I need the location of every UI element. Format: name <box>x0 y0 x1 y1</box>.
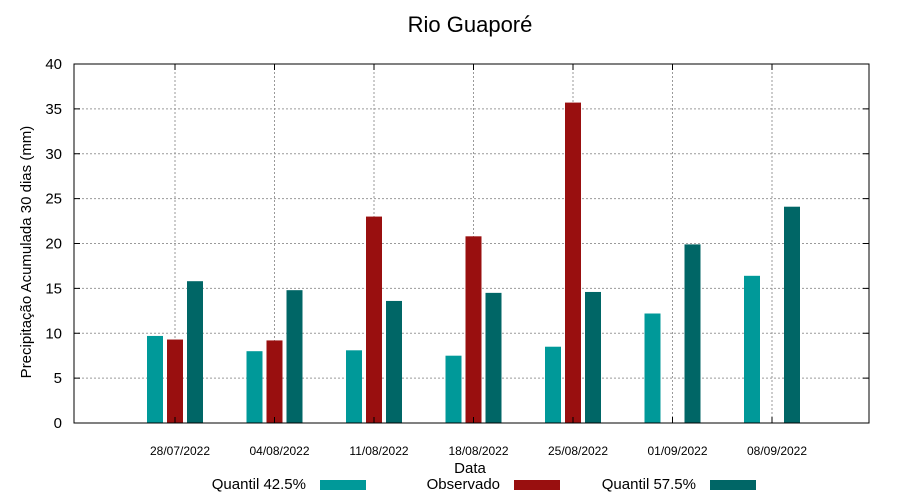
y-tick-label: 35 <box>45 101 62 118</box>
legend: Quantil 42.5% Observado Quantil 57.5% <box>212 476 756 493</box>
legend-label: Quantil 42.5% <box>212 476 306 493</box>
legend-item-3: Quantil 57.5% <box>602 476 756 493</box>
x-tick-label: 04/08/2022 <box>249 444 309 458</box>
x-tick-label: 08/09/2022 <box>747 444 807 458</box>
bar-1-4 <box>445 355 462 423</box>
y-tick-label: 15 <box>45 280 62 297</box>
bar-1-5 <box>545 346 561 423</box>
bar-1-2 <box>246 351 263 423</box>
bar-1-6 <box>644 313 661 423</box>
bar-3-5 <box>585 291 601 423</box>
x-axis-label: Data <box>454 460 486 477</box>
y-tick-label: 25 <box>45 191 62 208</box>
y-axis-ticks: 0 5 10 15 20 25 30 35 40 <box>45 56 869 432</box>
legend-swatch <box>710 480 756 490</box>
bar-1-7 <box>744 275 760 423</box>
legend-item-2: Observado <box>427 476 560 493</box>
bar-2-3 <box>366 216 382 423</box>
bar-1-3 <box>346 350 362 423</box>
y-tick-label: 20 <box>45 236 62 253</box>
bar-1-1 <box>147 335 163 423</box>
legend-label: Observado <box>427 476 500 493</box>
x-tick-label: 28/07/2022 <box>150 444 210 458</box>
bar-2-2 <box>266 340 283 423</box>
bar-3-1 <box>187 281 203 423</box>
x-axis-ticks: 28/07/2022 04/08/2022 11/08/2022 18/08/2022… <box>150 64 807 458</box>
bar-2-1 <box>167 339 183 423</box>
legend-swatch <box>320 480 366 490</box>
x-tick-label: 18/08/2022 <box>448 444 508 458</box>
legend-swatch <box>514 480 560 490</box>
x-tick-label: 11/08/2022 <box>349 444 408 458</box>
x-tick-label: 25/08/2022 <box>548 444 608 458</box>
bar-3-6 <box>684 244 701 423</box>
bar-3-7 <box>784 206 800 423</box>
y-tick-label: 10 <box>45 325 62 342</box>
y-tick-label: 40 <box>45 56 62 73</box>
legend-item-1: Quantil 42.5% <box>212 476 366 493</box>
chart-title: Rio Guaporé <box>408 12 533 37</box>
bars <box>147 102 800 423</box>
y-tick-label: 0 <box>54 415 62 432</box>
y-tick-label: 5 <box>54 370 62 387</box>
legend-label: Quantil 57.5% <box>602 476 696 493</box>
y-tick-label: 30 <box>45 146 62 163</box>
bar-2-5 <box>565 102 581 423</box>
x-tick-label: 01/09/2022 <box>647 444 707 458</box>
bar-3-3 <box>386 300 402 423</box>
bar-3-2 <box>286 290 303 423</box>
y-axis-label: Precipitação Acumulada 30 dias (mm) <box>18 126 35 379</box>
bar-3-4 <box>485 292 502 423</box>
bar-2-4 <box>465 236 482 423</box>
